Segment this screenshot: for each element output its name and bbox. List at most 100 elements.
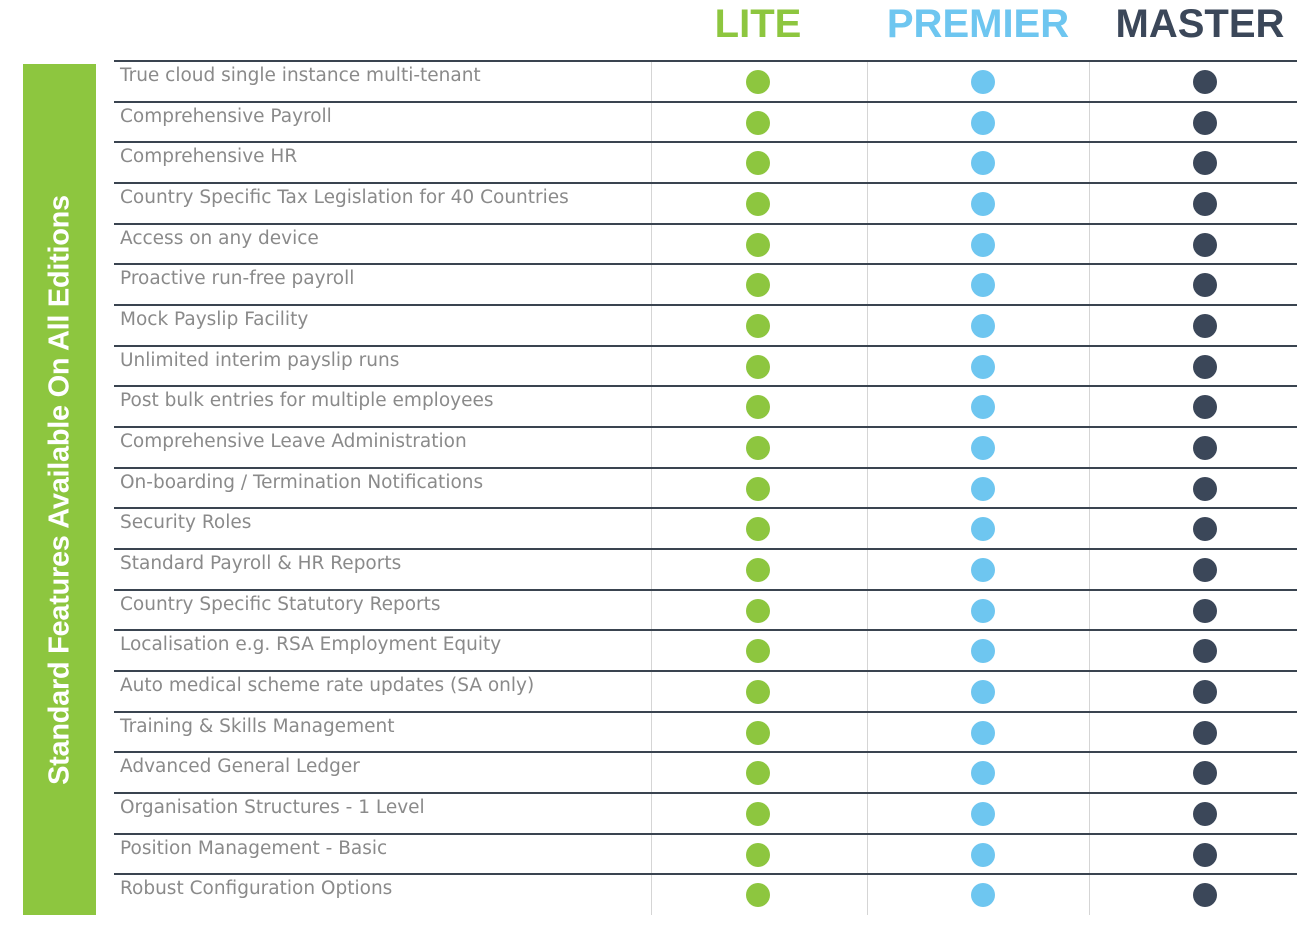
check-dot [971, 151, 995, 176]
check-dot [1193, 476, 1217, 501]
row-divider [114, 629, 1297, 632]
check-dot [1193, 314, 1217, 339]
check-dot [1193, 517, 1217, 542]
check-dot [746, 232, 770, 257]
row-divider [114, 670, 1297, 673]
check-dot [971, 720, 995, 745]
column-divider [1089, 61, 1090, 915]
check-dot [971, 354, 995, 379]
check-dot [971, 110, 995, 135]
check-dot [1193, 639, 1217, 664]
feature-label: Organisation Structures - 1 Level [120, 797, 425, 819]
row-divider [114, 873, 1297, 876]
check-dot [1193, 273, 1217, 298]
check-dot [746, 598, 770, 623]
check-dot [1193, 70, 1217, 94]
feature-label: Country Specific Tax Legislation for 40 … [120, 187, 569, 208]
feature-label: Unlimited interim payslip runs [120, 349, 400, 371]
check-dot [971, 802, 995, 827]
feature-label: Standard Payroll & HR Reports [120, 553, 402, 575]
check-dot [971, 70, 995, 94]
row-divider [114, 466, 1297, 469]
check-dot [746, 314, 770, 339]
check-dot [746, 192, 770, 216]
row-divider [114, 141, 1297, 144]
check-dot [746, 273, 770, 298]
check-dot [1193, 395, 1217, 420]
check-dot [746, 151, 770, 176]
check-dot [1193, 558, 1217, 583]
check-dot [746, 110, 770, 135]
check-dot [1193, 680, 1217, 705]
check-dot [746, 395, 770, 420]
check-dot [1193, 110, 1217, 135]
side-band: Standard Features Available On All Editi… [23, 64, 96, 915]
row-divider [114, 792, 1297, 795]
feature-label: Mock Payslip Facility [120, 309, 309, 331]
row-divider [114, 385, 1297, 388]
column-divider [867, 61, 868, 915]
row-divider [114, 304, 1297, 307]
check-dot [971, 273, 995, 298]
check-dot [971, 517, 995, 542]
feature-label: On-boarding / Termination Notifications [120, 471, 484, 493]
row-divider [114, 222, 1297, 225]
feature-label: Comprehensive Leave Administration [120, 431, 467, 453]
check-dot [971, 314, 995, 339]
row-divider [114, 548, 1297, 551]
row-divider [114, 588, 1297, 591]
feature-label: Position Management - Basic [120, 837, 388, 859]
edition-header: LITE [714, 2, 802, 46]
check-dot [746, 680, 770, 705]
check-dot [746, 639, 770, 664]
feature-label: True cloud single instance multi-tenant [120, 65, 481, 86]
row-divider [114, 751, 1297, 754]
check-dot [746, 802, 770, 827]
feature-label: Robust Configuration Options [120, 878, 393, 900]
check-dot [1193, 232, 1217, 257]
row-divider [114, 60, 1297, 62]
check-dot [1193, 598, 1217, 623]
edition-header: PREMIER [886, 2, 1070, 46]
check-dot [971, 761, 995, 786]
edition-header: MASTER [1115, 2, 1285, 46]
check-dot [746, 436, 770, 461]
feature-label: Auto medical scheme rate updates (SA onl… [120, 675, 535, 697]
check-dot [746, 883, 770, 908]
row-divider [114, 182, 1297, 184]
column-divider [651, 61, 652, 915]
check-dot [746, 517, 770, 542]
row-divider [114, 100, 1297, 103]
row-divider [114, 507, 1297, 510]
feature-label: Localisation e.g. RSA Employment Equity [120, 634, 502, 656]
check-dot [1193, 354, 1217, 379]
check-dot [1193, 720, 1217, 745]
check-dot [1193, 761, 1217, 786]
check-dot [971, 598, 995, 623]
feature-label: Comprehensive HR [120, 146, 298, 168]
check-dot [971, 476, 995, 501]
check-dot [746, 354, 770, 379]
feature-label: Advanced General Ledger [120, 756, 360, 778]
check-dot [971, 842, 995, 867]
feature-label: Access on any device [120, 227, 319, 249]
check-dot [746, 558, 770, 583]
check-dot [746, 720, 770, 745]
check-dot [1193, 842, 1217, 867]
check-dot [1193, 802, 1217, 827]
check-dot [746, 842, 770, 867]
side-label: Standard Features Available On All Editi… [43, 194, 75, 785]
feature-label: Security Roles [120, 512, 252, 534]
feature-label: Post bulk entries for multiple employees [120, 390, 494, 412]
check-dot [971, 680, 995, 705]
feature-label: Comprehensive Payroll [120, 105, 332, 127]
check-dot [746, 761, 770, 786]
feature-label: Proactive run-free payroll [120, 268, 355, 290]
row-divider [114, 426, 1297, 429]
row-divider [114, 263, 1297, 266]
check-dot [746, 476, 770, 501]
check-dot [971, 232, 995, 257]
check-dot [1193, 192, 1217, 216]
feature-label: Country Specific Statutory Reports [120, 593, 441, 615]
